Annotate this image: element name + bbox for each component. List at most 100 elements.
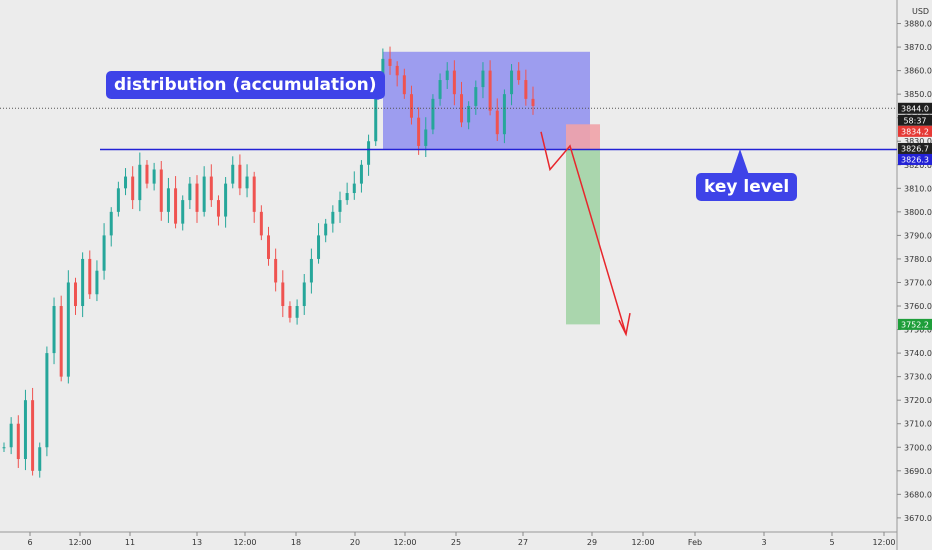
key-level-upper-label: 3826.7 (901, 144, 929, 153)
candle-body (152, 169, 156, 184)
candle-body (45, 353, 49, 448)
candle-body (331, 211, 335, 224)
candle-body (295, 306, 299, 318)
candle-body (252, 176, 256, 212)
y-tick-label: 3720.0 (904, 396, 932, 405)
candle-body (59, 306, 63, 377)
candle-body (9, 423, 13, 448)
countdown-label-bg (898, 114, 932, 126)
candle-body (224, 183, 228, 217)
current-price-label: 3844.0 (901, 104, 929, 113)
candle-body (174, 188, 178, 224)
y-tick-label: 3850.0 (904, 90, 932, 99)
candle-body (417, 117, 421, 146)
candle-body (216, 200, 220, 217)
candle-body (231, 164, 235, 184)
x-tick-label: 12:00 (68, 538, 91, 547)
candle-body (166, 188, 170, 212)
y-tick-label: 3780.0 (904, 255, 932, 264)
distribution-zone (383, 51, 590, 150)
candle-body (116, 188, 120, 212)
y-tick-label: 3760.0 (904, 302, 932, 311)
projection-arrow-head (618, 312, 631, 337)
candle-body (88, 258, 92, 295)
target-price-label: 3752.2 (901, 320, 929, 329)
candle-body (460, 94, 464, 123)
candle-body (209, 176, 213, 201)
candle-body (381, 58, 385, 83)
candle-body (159, 169, 163, 212)
candle-body (324, 223, 328, 236)
candle-body (495, 110, 499, 135)
x-tick-label: 13 (192, 538, 202, 547)
candle-body (131, 176, 135, 201)
candle-body (16, 423, 20, 460)
x-tick-label: 12:00 (872, 538, 895, 547)
key-level-lower-label: 3826.3 (901, 155, 929, 164)
candle-body (124, 176, 128, 189)
candle-body (181, 200, 185, 224)
y-tick-label: 3740.0 (904, 349, 932, 358)
candle-body (274, 258, 278, 283)
candle-body (238, 164, 242, 189)
candle-body (531, 98, 535, 106)
y-tick-label: 3800.0 (904, 208, 932, 217)
key-level-upper-label-bg (898, 142, 932, 154)
candle-body (338, 200, 342, 212)
y-tick-label: 3750.0 (904, 326, 932, 335)
y-tick-label: 3710.0 (904, 420, 932, 429)
candle-body (359, 164, 363, 184)
candle-body (388, 58, 392, 66)
candle-body (409, 94, 413, 118)
y-tick-label: 3690.0 (904, 467, 932, 476)
projection-arrow-line (540, 131, 627, 335)
candle-body (95, 270, 99, 295)
x-tick-label: 6 (27, 538, 32, 547)
x-tick-label: 27 (518, 538, 528, 547)
y-tick-label: 3820.0 (904, 161, 932, 170)
candle-body (195, 183, 199, 212)
y-tick-label: 3870.0 (904, 43, 932, 52)
candle-body (352, 183, 356, 194)
candle-body (445, 70, 449, 81)
entry-price-label: 3834.2 (901, 127, 929, 136)
candle-body (474, 87, 478, 106)
candle-body (395, 65, 399, 76)
candle-body (52, 306, 56, 354)
candle-body (267, 235, 270, 259)
candle-body (31, 400, 35, 471)
x-tick-label: 3 (761, 538, 766, 547)
candle-body (23, 400, 27, 460)
candle-body (138, 164, 142, 201)
distribution-callout: distribution (accumulation) (106, 71, 385, 99)
candle-body (188, 183, 192, 201)
candle-body (309, 258, 313, 283)
x-tick-label: 12:00 (233, 538, 256, 547)
candle-body (402, 75, 406, 95)
x-tick-label: 25 (451, 538, 461, 547)
x-tick-label: 12:00 (631, 538, 654, 547)
x-tick-label: 18 (291, 538, 301, 547)
current-price-label-bg (898, 102, 932, 114)
candle-body (467, 105, 471, 123)
y-tick-label: 3830.0 (904, 137, 932, 146)
candle-body (438, 80, 442, 99)
y-tick-label: 3700.0 (904, 443, 932, 452)
candle-body (452, 70, 456, 95)
candle-body (424, 129, 428, 146)
candle-body (502, 94, 506, 135)
candle-body (73, 282, 77, 307)
x-tick-label: 11 (125, 538, 135, 547)
key-level-callout-pointer (731, 149, 749, 175)
candle-body (317, 235, 321, 259)
y-tick-label: 3810.0 (904, 184, 932, 193)
y-tick-label: 3730.0 (904, 373, 932, 382)
y-tick-label: 3860.0 (904, 67, 932, 76)
take-profit-zone (566, 149, 600, 325)
candle-body (102, 235, 106, 271)
candle-body (38, 447, 42, 471)
target-price-label-bg (898, 318, 932, 330)
y-tick-label: 3880.0 (904, 20, 932, 29)
